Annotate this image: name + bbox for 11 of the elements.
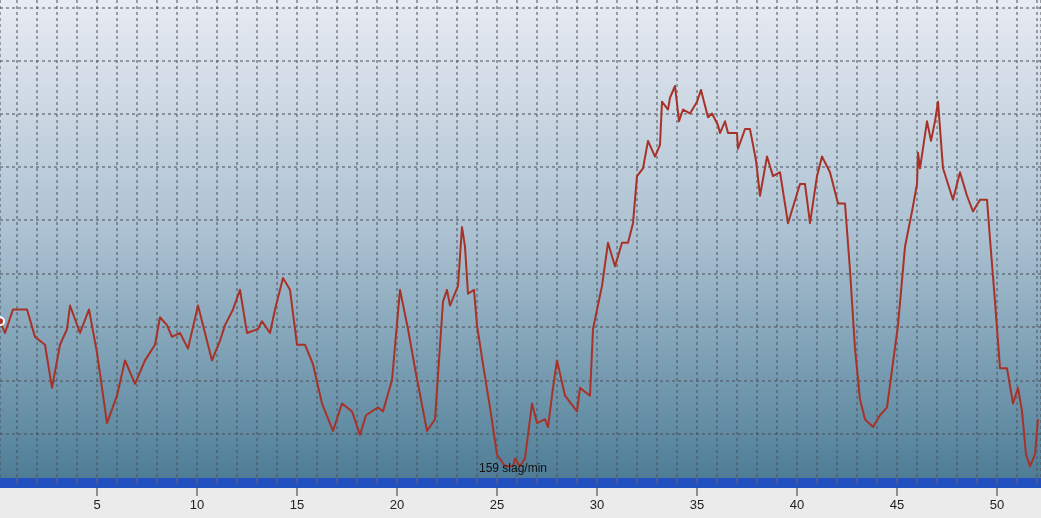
x-tick-label: 45 xyxy=(889,497,905,512)
x-tick-label: 20 xyxy=(389,497,405,512)
annotation: 159 slag/min xyxy=(478,461,548,476)
x-tick-label: 50 xyxy=(989,497,1005,512)
x-tick-label: 15 xyxy=(289,497,305,512)
x-tick-label: 30 xyxy=(589,497,605,512)
x-tick-label: 25 xyxy=(489,497,505,512)
x-tick-label: 10 xyxy=(189,497,205,512)
x-tick-label: 5 xyxy=(93,497,101,512)
x-tick-label: 40 xyxy=(789,497,805,512)
x-tick-label: 35 xyxy=(689,497,705,512)
